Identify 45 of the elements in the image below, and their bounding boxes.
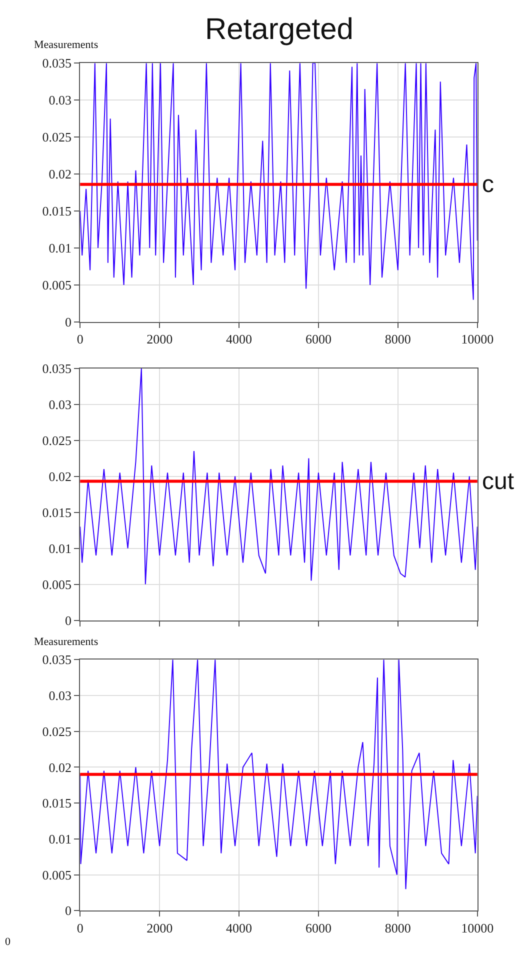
x-tick-label: 6000 — [305, 332, 332, 347]
y-tick-label: 0.025 — [42, 432, 72, 448]
y-tick-label: 0 — [65, 612, 72, 628]
chart-title: Retargeted — [205, 13, 354, 46]
x-tick-label: 2000 — [146, 920, 173, 936]
y-tick-label: 0.035 — [42, 360, 72, 376]
y-tick-label: 0.02 — [48, 760, 72, 775]
y-tick-label: 0.01 — [48, 831, 72, 846]
y-axis-title: Measurements — [34, 636, 98, 648]
y-tick-label: 0.02 — [48, 166, 72, 182]
line-series — [80, 660, 478, 890]
x-tick-label: 4000 — [226, 332, 252, 347]
y-tick-label: 0 — [65, 314, 72, 330]
x-tick-label: 0 — [76, 920, 84, 936]
y-tick-label: 0.025 — [42, 130, 72, 145]
x-tick-label: 10000 — [461, 920, 494, 936]
y-axis-title: Measurements — [34, 39, 98, 51]
ref-line-label: c — [482, 171, 494, 198]
ref-line-label: cut — [482, 468, 514, 495]
y-tick-label: 0.005 — [42, 867, 72, 882]
y-tick-label: 0 — [65, 903, 72, 918]
y-tick-label: 0.015 — [42, 204, 72, 219]
y-tick-label: 0.005 — [42, 278, 72, 293]
x-tick-label: 4000 — [226, 920, 252, 936]
y-tick-label: 0.035 — [42, 652, 72, 668]
line-series — [80, 368, 478, 585]
x-tick-label: 8000 — [384, 920, 411, 936]
y-tick-label: 0.015 — [42, 504, 72, 520]
x-tick-label: 0 — [76, 332, 84, 347]
x-tick-label: 8000 — [384, 332, 411, 347]
y-tick-label: 0.035 — [42, 56, 72, 71]
x-tick-label: 2000 — [146, 332, 173, 347]
y-tick-label: 0.015 — [42, 796, 72, 811]
y-tick-label: 0.005 — [42, 576, 72, 592]
y-tick-label: 0.01 — [48, 240, 72, 256]
line-series — [80, 63, 478, 300]
x-tick-label: 10000 — [461, 332, 494, 347]
y-tick-label: 0.025 — [42, 724, 72, 739]
y-tick-label: 0.03 — [48, 688, 72, 704]
y-tick-label: 0.01 — [48, 540, 72, 556]
y-tick-label: 0.03 — [48, 92, 72, 108]
text: 0 — [5, 936, 11, 948]
y-tick-label: 0.03 — [48, 396, 72, 412]
x-tick-label: 6000 — [305, 920, 332, 936]
y-tick-label: 0.02 — [48, 468, 72, 484]
